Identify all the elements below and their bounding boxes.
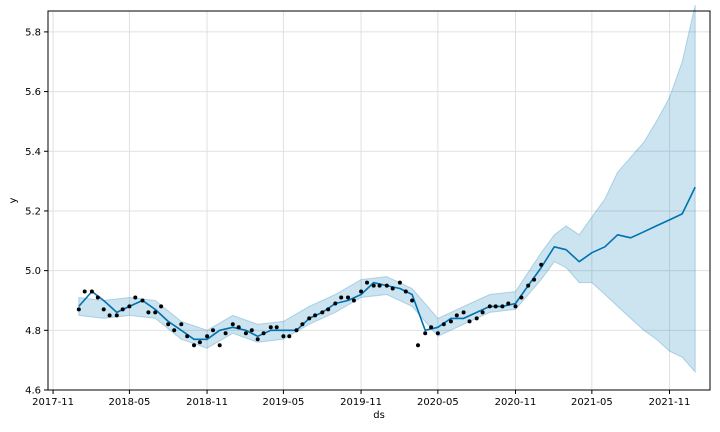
x-tick-label: 2018-05 bbox=[109, 397, 151, 408]
y-tick-label: 5.4 bbox=[25, 147, 41, 158]
y-tick-label: 5.2 bbox=[25, 206, 41, 217]
observed-point bbox=[506, 301, 511, 306]
observed-point bbox=[487, 304, 492, 309]
observed-point bbox=[313, 313, 318, 318]
y-tick-label: 4.8 bbox=[25, 326, 41, 337]
x-tick-label: 2020-11 bbox=[495, 397, 537, 408]
observed-point bbox=[410, 298, 415, 303]
interval-band-layer bbox=[78, 4, 696, 374]
x-tick-label: 2021-05 bbox=[571, 397, 613, 408]
observed-point bbox=[429, 325, 434, 330]
observed-point bbox=[211, 328, 215, 333]
observed-point bbox=[526, 283, 531, 288]
observed-point bbox=[448, 319, 453, 324]
observed-point bbox=[365, 280, 369, 285]
observed-point bbox=[300, 322, 305, 327]
observed-point bbox=[197, 340, 202, 345]
y-axis: 4.6 4.8 5.0 5.2 5.4 5.6 5.8 bbox=[25, 27, 48, 397]
observed-point bbox=[255, 337, 260, 342]
observed-point bbox=[274, 325, 279, 330]
observed-point bbox=[307, 316, 312, 321]
observed-point bbox=[127, 304, 132, 309]
observed-point bbox=[294, 328, 299, 333]
observed-point bbox=[359, 289, 364, 294]
observed-point bbox=[435, 331, 440, 336]
observed-point bbox=[320, 310, 325, 315]
observed-point bbox=[89, 289, 94, 294]
y-axis-label: y bbox=[8, 197, 19, 203]
x-tick-label: 2020-05 bbox=[417, 397, 459, 408]
y-tick-label: 5.8 bbox=[25, 27, 41, 38]
observed-point bbox=[249, 328, 254, 333]
observed-point bbox=[230, 322, 235, 327]
observed-point bbox=[384, 283, 389, 288]
observed-point bbox=[461, 310, 466, 315]
observed-point bbox=[397, 280, 402, 285]
observed-points-layer bbox=[76, 262, 544, 348]
observed-point bbox=[159, 304, 164, 309]
y-tick-label: 4.6 bbox=[25, 386, 41, 397]
observed-point bbox=[351, 298, 356, 303]
observed-point bbox=[423, 331, 428, 336]
observed-point bbox=[339, 295, 344, 300]
observed-point bbox=[107, 313, 112, 318]
observed-point bbox=[243, 331, 248, 336]
observed-point bbox=[133, 295, 138, 300]
x-axis-label: ds bbox=[373, 410, 385, 421]
observed-point bbox=[146, 310, 151, 315]
observed-point bbox=[441, 322, 446, 327]
observed-point bbox=[371, 283, 376, 288]
observed-point bbox=[179, 322, 184, 327]
observed-point bbox=[153, 310, 158, 315]
observed-point bbox=[120, 307, 125, 312]
observed-point bbox=[480, 310, 485, 315]
observed-point bbox=[192, 343, 196, 348]
x-tick-label: 2017-11 bbox=[32, 397, 74, 408]
observed-point bbox=[223, 331, 228, 336]
observed-point bbox=[403, 289, 408, 294]
x-tick-label: 2019-05 bbox=[263, 397, 305, 408]
observed-point bbox=[377, 283, 382, 288]
observed-point bbox=[532, 277, 537, 282]
observed-point bbox=[467, 319, 472, 324]
observed-point bbox=[539, 262, 544, 267]
observed-point bbox=[95, 295, 100, 300]
observed-point bbox=[333, 301, 338, 306]
x-axis: 2017-11 2018-05 2018-11 2019-05 2019-11 2020-… bbox=[32, 390, 690, 408]
observed-point bbox=[474, 316, 479, 321]
observed-point bbox=[500, 304, 505, 309]
observed-point bbox=[261, 331, 266, 336]
observed-point bbox=[519, 295, 524, 300]
observed-point bbox=[513, 304, 518, 309]
observed-point bbox=[217, 343, 222, 348]
y-tick-label: 5.0 bbox=[25, 266, 41, 277]
y-tick-label: 5.6 bbox=[25, 87, 41, 98]
observed-point bbox=[205, 334, 210, 339]
observed-point bbox=[287, 334, 292, 339]
plot-frame bbox=[47, 10, 711, 391]
x-tick-label: 2019-11 bbox=[340, 397, 382, 408]
observed-point bbox=[326, 307, 331, 312]
observed-point bbox=[454, 313, 459, 318]
observed-point bbox=[172, 328, 177, 333]
observed-point bbox=[390, 286, 395, 291]
observed-point bbox=[268, 325, 273, 330]
observed-point bbox=[281, 334, 286, 339]
observed-point bbox=[416, 343, 420, 348]
observed-point bbox=[493, 304, 498, 309]
observed-point bbox=[76, 307, 81, 312]
observed-point bbox=[82, 289, 87, 294]
observed-point bbox=[346, 295, 350, 300]
observed-point bbox=[114, 313, 119, 318]
observed-point bbox=[236, 325, 241, 330]
uncertainty-band bbox=[78, 4, 696, 374]
observed-point bbox=[166, 322, 171, 327]
x-tick-label: 2021-11 bbox=[649, 397, 691, 408]
observed-point bbox=[101, 307, 106, 312]
observed-point bbox=[185, 334, 190, 339]
x-tick-label: 2018-11 bbox=[186, 397, 228, 408]
observed-point bbox=[140, 298, 145, 303]
